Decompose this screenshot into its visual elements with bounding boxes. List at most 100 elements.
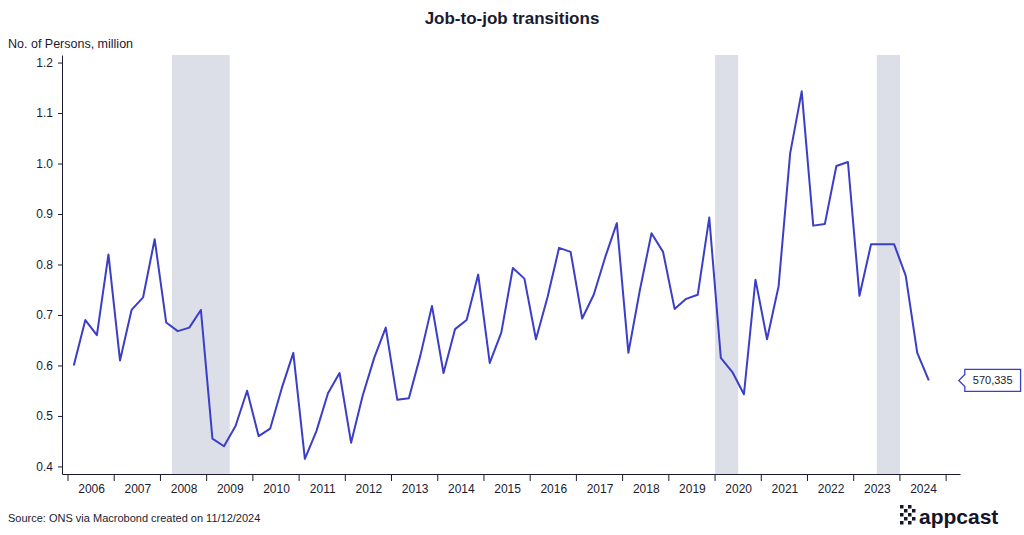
x-boundary-tick bbox=[899, 474, 900, 481]
x-tick: 2017 bbox=[587, 474, 614, 496]
x-tick: 2014 bbox=[448, 474, 475, 496]
x-tick: 2012 bbox=[356, 474, 383, 496]
y-axis: 0.40.50.60.70.80.91.01.11.2 bbox=[36, 56, 62, 475]
y-tick-label: 0.5 bbox=[36, 409, 53, 423]
x-tick-label: 2017 bbox=[587, 482, 614, 496]
x-tick: 2009 bbox=[217, 474, 244, 496]
x-boundary-tick bbox=[391, 474, 392, 481]
y-tick-label: 0.9 bbox=[36, 207, 53, 221]
shaded-period bbox=[715, 55, 738, 474]
x-boundary-tick bbox=[483, 474, 484, 481]
x-tick-label: 2009 bbox=[217, 482, 244, 496]
y-tick-label: 0.7 bbox=[36, 308, 53, 322]
x-tick-label: 2011 bbox=[310, 482, 336, 496]
x-boundary-tick bbox=[530, 474, 531, 481]
shaded-period bbox=[172, 55, 230, 474]
y-tick: 0.4 bbox=[36, 460, 62, 474]
x-tick: 2006 bbox=[78, 474, 105, 496]
x-boundary-tick bbox=[807, 474, 808, 481]
y-tick: 1.2 bbox=[36, 56, 62, 70]
x-boundary-tick bbox=[437, 474, 438, 481]
x-tick: 2010 bbox=[263, 474, 290, 496]
x-tick: 2008 bbox=[171, 474, 198, 496]
logo-dot bbox=[900, 505, 904, 509]
x-tick: 2024 bbox=[910, 474, 937, 496]
y-tick-mark bbox=[58, 164, 62, 165]
logo-dot bbox=[900, 513, 904, 517]
y-tick-mark bbox=[58, 315, 62, 316]
x-tick: 2018 bbox=[633, 474, 660, 496]
y-tick-mark bbox=[58, 466, 62, 467]
logo-dot bbox=[908, 505, 912, 509]
x-boundary-tick bbox=[114, 474, 115, 481]
x-boundary-ticks bbox=[68, 474, 946, 481]
source: Source: ONS via Macrobond created on 11/… bbox=[8, 512, 260, 524]
shaded-period bbox=[877, 55, 900, 474]
x-tick-label: 2023 bbox=[864, 482, 891, 496]
y-tick: 0.9 bbox=[36, 207, 62, 221]
x-tick: 2011 bbox=[310, 474, 336, 496]
x-boundary-tick bbox=[668, 474, 669, 481]
x-boundary-tick bbox=[345, 474, 346, 481]
x-tick-label: 2014 bbox=[448, 482, 475, 496]
x-boundary-tick bbox=[299, 474, 300, 481]
y-tick: 0.7 bbox=[36, 308, 62, 322]
x-boundary-tick bbox=[68, 474, 69, 481]
y-tick: 0.5 bbox=[36, 409, 62, 423]
logo-dot bbox=[912, 517, 916, 521]
x-tick-label: 2016 bbox=[540, 482, 567, 496]
x-tick-label: 2008 bbox=[171, 482, 198, 496]
logo-dot bbox=[908, 513, 912, 517]
chart: Job-to-job transitions No. of Persons, mi… bbox=[0, 0, 1024, 535]
title: Job-to-job transitions bbox=[425, 9, 600, 28]
x-tick-label: 2010 bbox=[263, 482, 290, 496]
x-boundary-tick bbox=[160, 474, 161, 481]
y-tick-mark bbox=[58, 265, 62, 266]
x-tick-label: 2015 bbox=[494, 482, 521, 496]
logo-dot bbox=[900, 521, 904, 525]
x-tick-label: 2019 bbox=[679, 482, 706, 496]
x-boundary-tick bbox=[576, 474, 577, 481]
logo-dot bbox=[908, 521, 912, 525]
x-tick-label: 2022 bbox=[818, 482, 845, 496]
x-tick: 2016 bbox=[540, 474, 567, 496]
x-tick: 2020 bbox=[725, 474, 752, 496]
x-tick: 2021 bbox=[772, 474, 799, 496]
x-tick-label: 2012 bbox=[356, 482, 383, 496]
y-axis-line bbox=[62, 56, 63, 475]
x-tick: 2022 bbox=[818, 474, 845, 496]
y-tick: 0.8 bbox=[36, 258, 62, 272]
x-tick-label: 2013 bbox=[402, 482, 429, 496]
x-tick-label: 2020 bbox=[725, 482, 752, 496]
x-boundary-tick bbox=[946, 474, 947, 481]
x-boundary-tick bbox=[206, 474, 207, 481]
x-boundary-tick bbox=[761, 474, 762, 481]
x-boundary-tick bbox=[252, 474, 253, 481]
x-boundary-tick bbox=[622, 474, 623, 481]
logo-dot bbox=[904, 517, 908, 521]
y-tick-mark bbox=[58, 113, 62, 114]
y-tick: 1.1 bbox=[36, 106, 62, 120]
callout-box bbox=[959, 369, 1021, 391]
y-tick-label: 1.2 bbox=[36, 56, 53, 70]
x-tick: 2007 bbox=[124, 474, 151, 496]
logo-text: appcast bbox=[919, 505, 998, 528]
x-boundary-tick bbox=[853, 474, 854, 481]
x-boundary-tick bbox=[715, 474, 716, 481]
line bbox=[74, 91, 929, 459]
y-tick-label: 0.4 bbox=[36, 460, 53, 474]
plot-area bbox=[74, 55, 929, 474]
y-tick-mark bbox=[58, 365, 62, 366]
x-tick-label: 2021 bbox=[772, 482, 799, 496]
callout: 570,335 bbox=[959, 369, 1021, 391]
y-tick-mark bbox=[58, 214, 62, 215]
y-axis-title: No. of Persons, million bbox=[8, 37, 133, 51]
y-tick-label: 0.6 bbox=[36, 359, 53, 373]
logo: appcast bbox=[900, 505, 998, 528]
logo-icon bbox=[900, 505, 916, 525]
callout-label: 570,335 bbox=[973, 374, 1013, 386]
y-tick-mark bbox=[58, 416, 62, 417]
y-tick-mark bbox=[58, 63, 62, 64]
logo-dot bbox=[912, 509, 916, 513]
x-tick: 2013 bbox=[402, 474, 429, 496]
